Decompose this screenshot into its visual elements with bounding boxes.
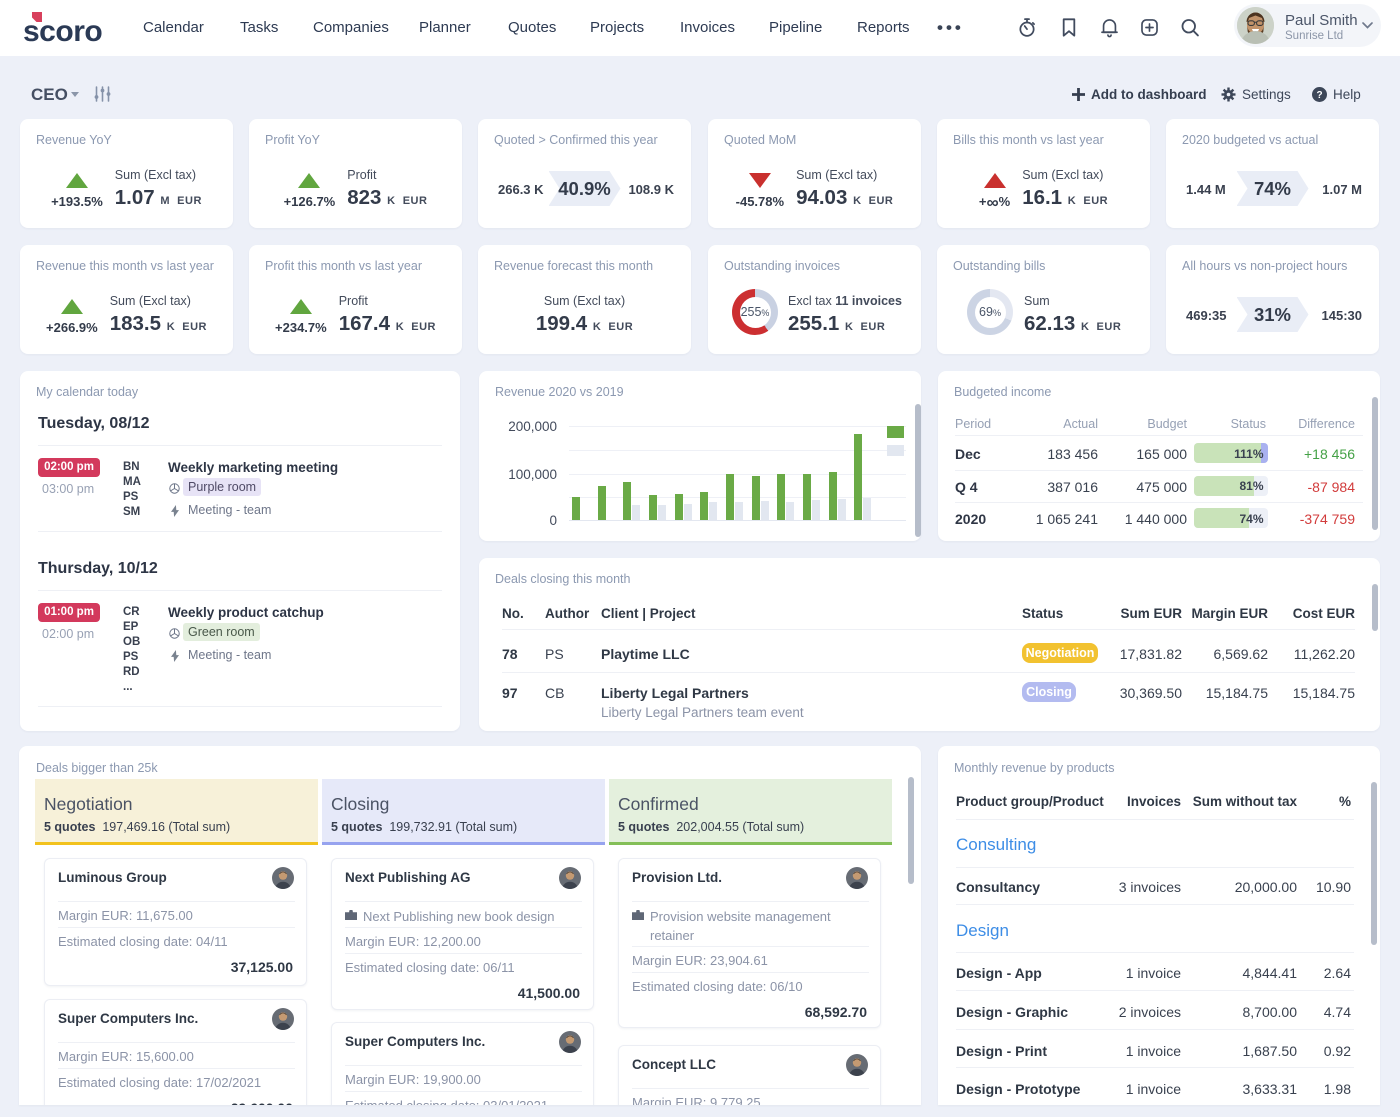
svg-text:?: ? xyxy=(1316,90,1322,101)
